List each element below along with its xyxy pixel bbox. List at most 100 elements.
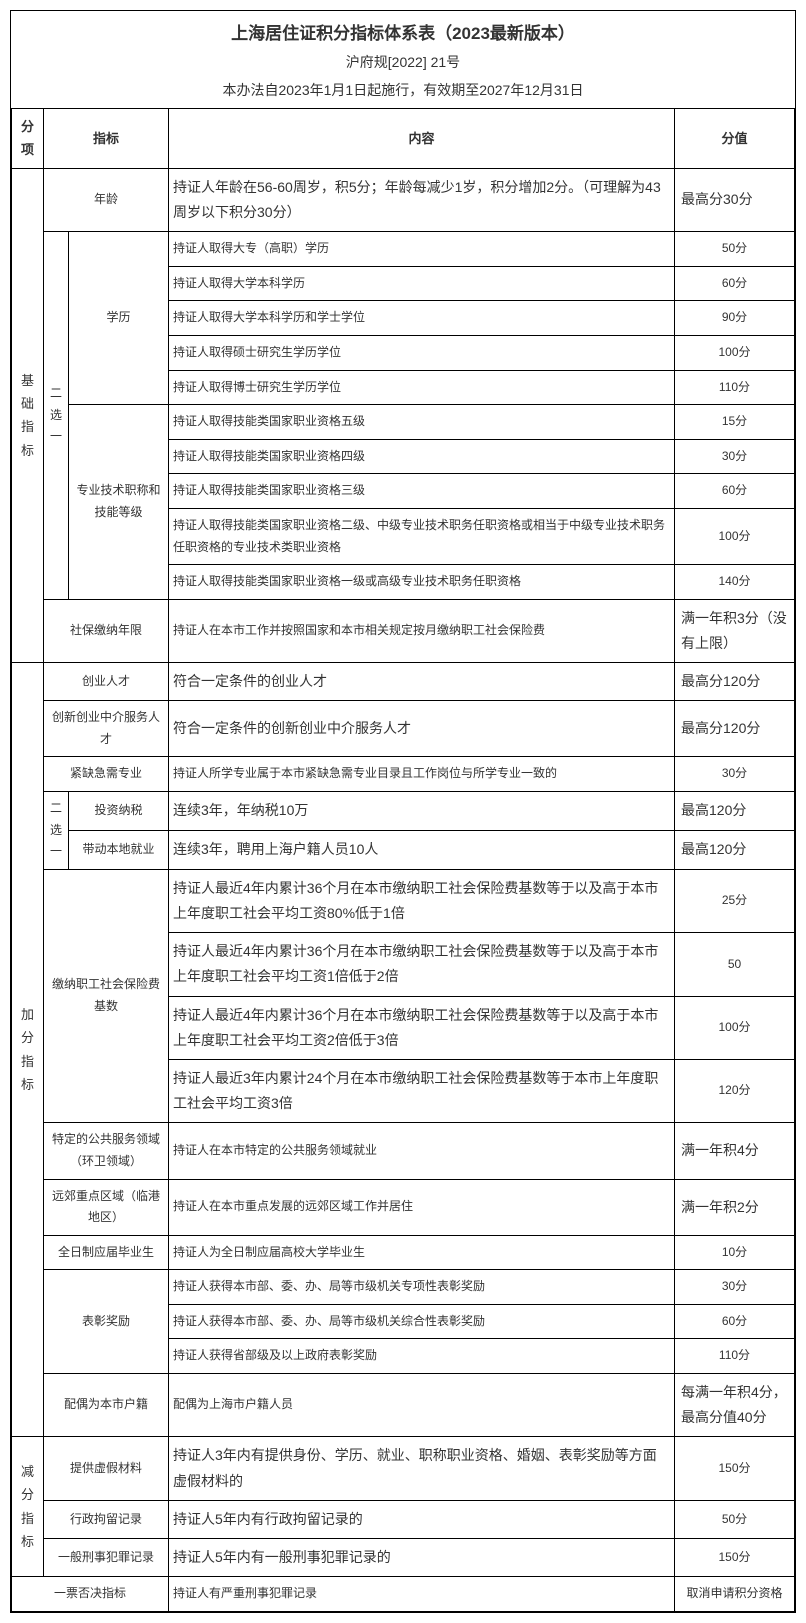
hdr-content: 内容 — [169, 109, 675, 169]
sp-i: 配偶为本市户籍 — [44, 1374, 169, 1437]
invest-v: 最高120分 — [675, 792, 795, 831]
b2-c: 持证人所学专业属于本市紧缺急需专业目录且工作岗位与所学专业一致的 — [169, 757, 675, 792]
aw2-c: 持证人获得省部级及以上政府表彰奖励 — [169, 1339, 675, 1374]
sbb0-v: 25分 — [675, 869, 795, 932]
shebao-c: 持证人在本市工作并按照国家和本市相关规定按月缴纳职工社会保险费 — [169, 599, 675, 662]
edu4-c: 持证人取得博士研究生学历学位 — [169, 370, 675, 405]
employ-v: 最高120分 — [675, 830, 795, 869]
sk3-v: 100分 — [675, 508, 795, 564]
indic-edu: 学历 — [69, 232, 169, 405]
sk2-v: 60分 — [675, 474, 795, 509]
sbb2-c: 持证人最近4年内累计36个月在本市缴纳职工社会保险费基数等于以及高于本市上年度职… — [169, 996, 675, 1059]
t1-c: 持证人在本市重点发展的远郊区域工作并居住 — [169, 1179, 675, 1235]
validity-line: 本办法自2023年1月1日起施行，有效期至2027年12月31日 — [11, 76, 795, 108]
sk0-c: 持证人取得技能类国家职业资格五级 — [169, 405, 675, 440]
aw1-v: 60分 — [675, 1304, 795, 1339]
sk4-v: 140分 — [675, 565, 795, 600]
b0-v: 最高分120分 — [675, 663, 795, 701]
row-bonus-0: 加分指标 创业人才 符合一定条件的创业人才 最高分120分 — [12, 663, 795, 701]
invest-i: 投资纳税 — [69, 792, 169, 831]
b1-v: 最高分120分 — [675, 701, 795, 757]
sp-c: 配偶为上海市户籍人员 — [169, 1374, 675, 1437]
b1-i: 创新创业中介服务人才 — [44, 701, 169, 757]
row-age: 基础指标 年龄 持证人年龄在56-60周岁，积5分；年龄每减少1岁，积分增加2分… — [12, 168, 795, 231]
d2-v: 150分 — [675, 1539, 795, 1577]
d0-i: 提供虚假材料 — [44, 1437, 169, 1500]
edu2-c: 持证人取得大学本科学历和学士学位 — [169, 301, 675, 336]
row-skill-0: 专业技术职称和技能等级 持证人取得技能类国家职业资格五级 15分 — [12, 405, 795, 440]
d1-i: 行政拘留记录 — [44, 1500, 169, 1538]
t2-i: 全日制应届毕业生 — [44, 1235, 169, 1270]
value-age: 最高分30分 — [675, 168, 795, 231]
veto-c: 持证人有严重刑事犯罪记录 — [169, 1577, 675, 1612]
hdr-indic: 指标 — [44, 109, 169, 169]
edu0-v: 50分 — [675, 232, 795, 267]
d0-c: 持证人3年内有提供身份、学历、就业、职称职业资格、婚姻、表彰奖励等方面虚假材料的 — [169, 1437, 675, 1500]
b0-c: 符合一定条件的创业人才 — [169, 663, 675, 701]
d1-c: 持证人5年内有行政拘留记录的 — [169, 1500, 675, 1538]
sk4-c: 持证人取得技能类国家职业资格一级或高级专业技术职务任职资格 — [169, 565, 675, 600]
shebao-v: 满一年积3分（没有上限） — [675, 599, 795, 662]
b0-i: 创业人才 — [44, 663, 169, 701]
b2-v: 30分 — [675, 757, 795, 792]
content-age: 持证人年龄在56-60周岁，积5分；年龄每减少1岁，积分增加2分。（可理解为43… — [169, 168, 675, 231]
t0-v: 满一年积4分 — [675, 1123, 795, 1179]
sk3-c: 持证人取得技能类国家职业资格二级、中级专业技术职务任职资格或相当于中级专业技术职… — [169, 508, 675, 564]
sbb2-v: 100分 — [675, 996, 795, 1059]
edu2-v: 90分 — [675, 301, 795, 336]
t2-c: 持证人为全日制应届高校大学毕业生 — [169, 1235, 675, 1270]
doc-number: 沪府规[2022] 21号 — [11, 48, 795, 76]
two-of-one-basic: 二选一 — [44, 232, 69, 600]
edu1-v: 60分 — [675, 266, 795, 301]
sk1-c: 持证人取得技能类国家职业资格四级 — [169, 439, 675, 474]
edu3-v: 100分 — [675, 335, 795, 370]
t1-i: 远郊重点区域（临港地区） — [44, 1179, 169, 1235]
sbb3-v: 120分 — [675, 1059, 795, 1122]
cat-bonus: 加分指标 — [12, 663, 44, 1437]
sbb-i: 缴纳职工社会保险费基数 — [44, 869, 169, 1123]
aw1-c: 持证人获得本市部、委、办、局等市级机关综合性表彰奖励 — [169, 1304, 675, 1339]
aw-i: 表彰奖励 — [44, 1270, 169, 1374]
aw0-v: 30分 — [675, 1270, 795, 1305]
indic-shebao: 社保缴纳年限 — [44, 599, 169, 662]
cat-basic: 基础指标 — [12, 168, 44, 662]
sp-v: 每满一年积4分，最高分值40分 — [675, 1374, 795, 1437]
aw2-v: 110分 — [675, 1339, 795, 1374]
aw0-c: 持证人获得本市部、委、办、局等市级机关专项性表彰奖励 — [169, 1270, 675, 1305]
sk1-v: 30分 — [675, 439, 795, 474]
points-table: 分项 指标 内容 分值 基础指标 年龄 持证人年龄在56-60周岁，积5分；年龄… — [11, 108, 795, 1612]
t0-i: 特定的公共服务领域（环卫领域） — [44, 1123, 169, 1179]
edu1-c: 持证人取得大学本科学历 — [169, 266, 675, 301]
d1-v: 50分 — [675, 1500, 795, 1538]
sbb3-c: 持证人最近3年内累计24个月在本市缴纳职工社会保险费基数等于本市上年度职工社会平… — [169, 1059, 675, 1122]
row-shebao: 社保缴纳年限 持证人在本市工作并按照国家和本市相关规定按月缴纳职工社会保险费 满… — [12, 599, 795, 662]
sbb0-c: 持证人最近4年内累计36个月在本市缴纳职工社会保险费基数等于以及高于本市上年度职… — [169, 869, 675, 932]
employ-i: 带动本地就业 — [69, 830, 169, 869]
two-of-one-bonus: 二选一 — [44, 792, 69, 870]
t0-c: 持证人在本市特定的公共服务领域就业 — [169, 1123, 675, 1179]
indic-age: 年龄 — [44, 168, 169, 231]
d2-c: 持证人5年内有一般刑事犯罪记录的 — [169, 1539, 675, 1577]
sbb1-c: 持证人最近4年内累计36个月在本市缴纳职工社会保险费基数等于以及高于本市上年度职… — [169, 933, 675, 996]
row-edu-0: 二选一 学历 持证人取得大专（高职）学历 50分 — [12, 232, 795, 267]
hdr-value: 分值 — [675, 109, 795, 169]
invest-c: 连续3年，年纳税10万 — [169, 792, 675, 831]
sk0-v: 15分 — [675, 405, 795, 440]
indic-skill: 专业技术职称和技能等级 — [69, 405, 169, 600]
document-page: 上海居住证积分指标体系表（2023最新版本） 沪府规[2022] 21号 本办法… — [10, 10, 796, 1613]
t1-v: 满一年积2分 — [675, 1179, 795, 1235]
edu3-c: 持证人取得硕士研究生学历学位 — [169, 335, 675, 370]
d0-v: 150分 — [675, 1437, 795, 1500]
sbb1-v: 50 — [675, 933, 795, 996]
b2-i: 紧缺急需专业 — [44, 757, 169, 792]
edu4-v: 110分 — [675, 370, 795, 405]
sk2-c: 持证人取得技能类国家职业资格三级 — [169, 474, 675, 509]
cat-deduct: 减分指标 — [12, 1437, 44, 1577]
edu0-c: 持证人取得大专（高职）学历 — [169, 232, 675, 267]
header-row: 分项 指标 内容 分值 — [12, 109, 795, 169]
t2-v: 10分 — [675, 1235, 795, 1270]
b1-c: 符合一定条件的创新创业中介服务人才 — [169, 701, 675, 757]
hdr-cat: 分项 — [12, 109, 44, 169]
main-title: 上海居住证积分指标体系表（2023最新版本） — [11, 11, 795, 48]
veto-i: 一票否决指标 — [12, 1577, 169, 1612]
